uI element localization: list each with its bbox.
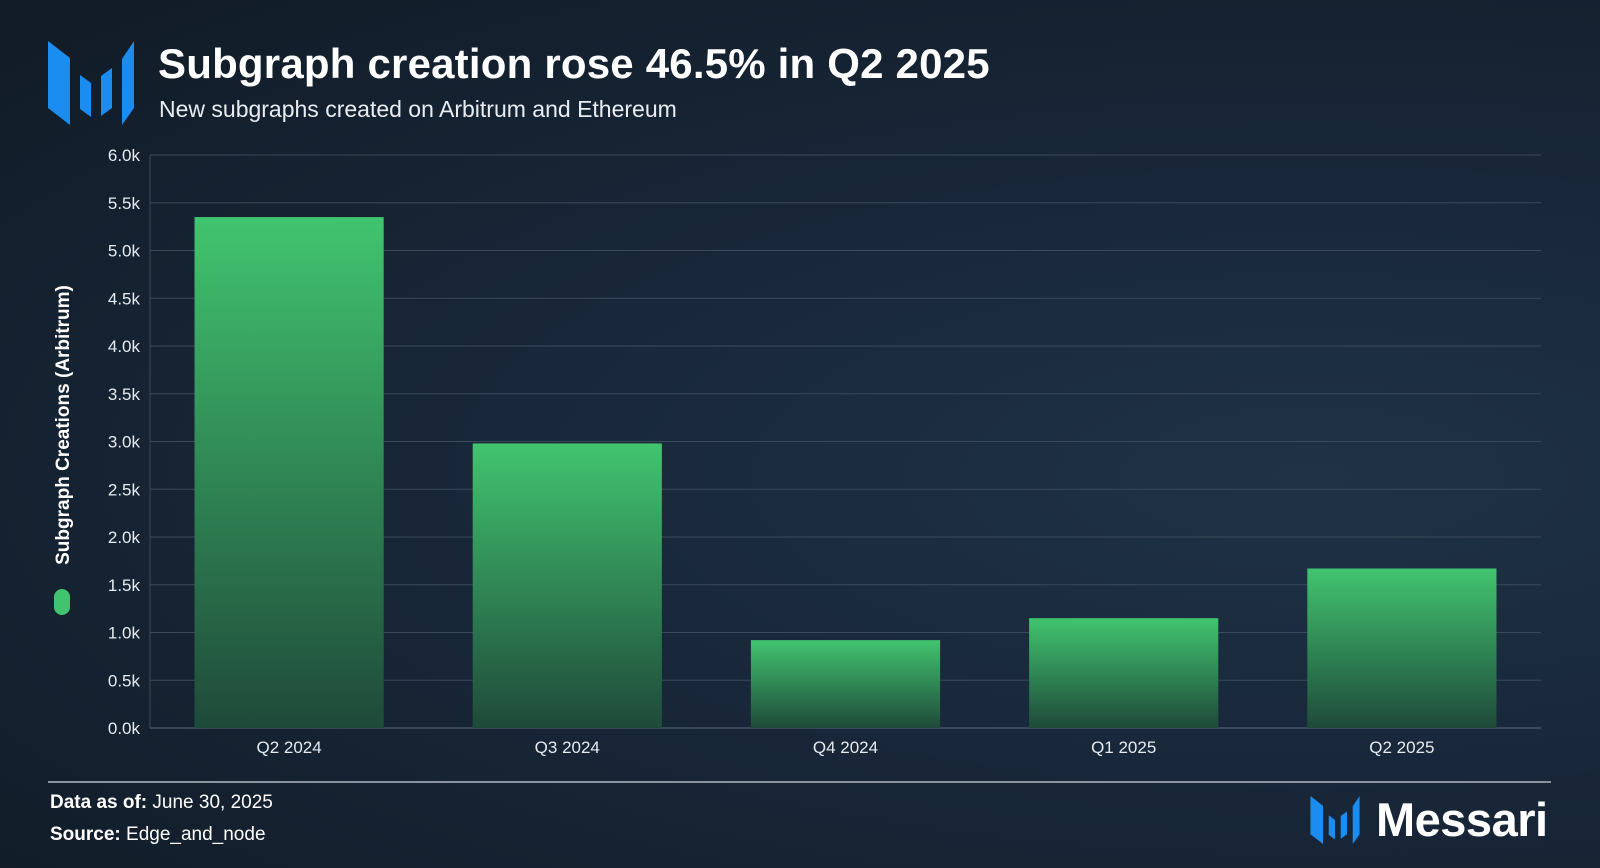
x-axis-ticks: Q2 2024 Q3 2024 Q4 2024 Q1 2025 Q2 2025: [256, 738, 1434, 757]
y-tick-label: 4.0k: [108, 337, 141, 356]
bar-q2-2024: [194, 217, 384, 728]
bar-q1-2025: [1029, 618, 1219, 728]
bar-q3-2024: [472, 443, 662, 728]
y-axis-legend: Subgraph Creations (Arbitrum): [46, 275, 82, 615]
y-tick-label: 4.5k: [108, 289, 141, 308]
y-tick-label: 0.5k: [108, 671, 141, 690]
legend-swatch: [54, 589, 70, 615]
brand-name: Messari: [1376, 793, 1548, 846]
data-source-label: Source:: [50, 824, 121, 845]
y-tick-label: 2.5k: [108, 480, 141, 499]
y-axis-label: Subgraph Creations (Arbitrum): [53, 285, 74, 565]
x-tick-label: Q3 2024: [535, 738, 600, 757]
chart-title: Subgraph creation rose 46.5% in Q2 2025: [158, 40, 990, 87]
x-tick-label: Q4 2024: [813, 738, 878, 757]
y-tick-label: 3.5k: [108, 385, 141, 404]
y-axis-ticks: 0.0k 0.5k 1.0k 1.5k 2.0k 2.5k 3.0k 3.5k 4.0k 4.5k…: [108, 146, 141, 738]
y-tick-label: 0.0k: [108, 719, 141, 738]
chart-subtitle: New subgraphs created on Arbitrum and Et…: [159, 96, 677, 122]
bar-q4-2024: [750, 640, 941, 728]
data-date: Data as of: June 30, 2025: [50, 792, 273, 814]
y-tick-label: 1.0k: [108, 624, 141, 643]
data-source: Source: Edge_and_node: [50, 824, 266, 846]
x-tick-label: Q2 2024: [256, 738, 321, 757]
data-date-label: Data as of:: [50, 792, 148, 813]
y-tick-label: 1.5k: [108, 576, 141, 595]
bars: [194, 217, 1497, 728]
data-date-value: June 30, 2025: [152, 792, 273, 813]
x-tick-label: Q1 2025: [1091, 738, 1156, 757]
y-tick-label: 5.5k: [108, 194, 141, 213]
data-source-value: Edge_and_node: [126, 824, 266, 845]
footer-divider: [48, 781, 1551, 783]
bar-q2-2025: [1307, 568, 1497, 728]
bar-chart: 0.0k 0.5k 1.0k 1.5k 2.0k 2.5k 3.0k 3.5k 4.0k 4.5k…: [108, 146, 1541, 757]
messari-brand-icon: [1310, 796, 1360, 844]
messari-logo-icon: [48, 41, 134, 125]
x-tick-label: Q2 2025: [1369, 738, 1434, 757]
y-tick-label: 6.0k: [108, 146, 141, 165]
y-tick-label: 2.0k: [108, 528, 141, 547]
brand-logo: Messari: [1310, 795, 1548, 845]
y-tick-label: 5.0k: [108, 242, 141, 261]
y-tick-label: 3.0k: [108, 433, 141, 452]
